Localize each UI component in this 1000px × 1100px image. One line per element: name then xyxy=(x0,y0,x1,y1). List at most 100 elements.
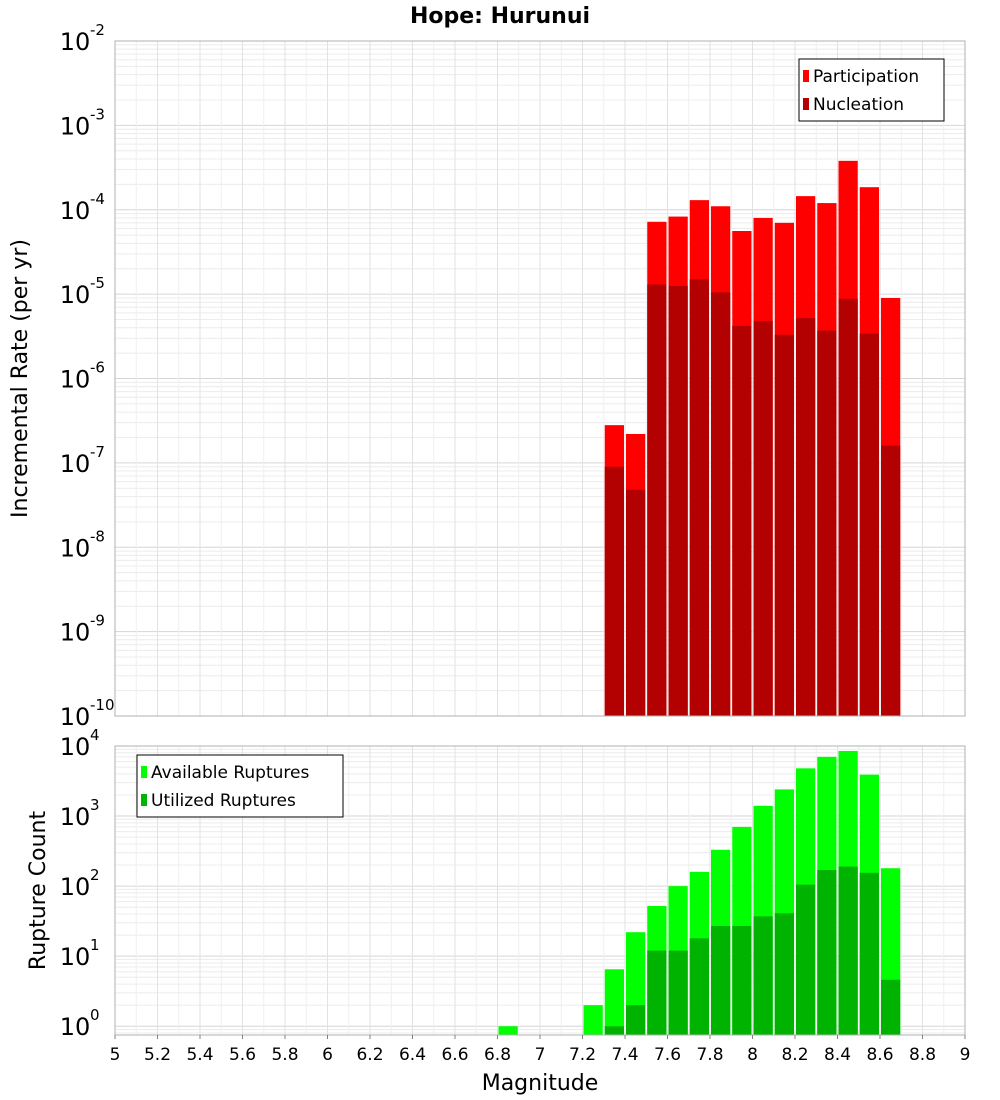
count-legend-box xyxy=(136,754,344,818)
rate-bar-nucleation xyxy=(732,325,752,716)
count-bar-utilized-ruptures xyxy=(881,979,901,1035)
count-legend-swatch xyxy=(141,766,147,778)
count-y-tick-label: 10 xyxy=(60,1013,91,1041)
count-bar-utilized-ruptures xyxy=(817,869,837,1035)
rate-y-tick-exponent: -10 xyxy=(90,696,115,714)
count-legend-label: Available Ruptures xyxy=(151,763,309,783)
count-bar-utilized-ruptures xyxy=(796,884,816,1035)
rate-bars xyxy=(604,160,901,717)
rate-y-tick-label: 10 xyxy=(60,450,91,478)
rate-grid xyxy=(114,40,966,717)
chart-title: Hope: Hurunui xyxy=(410,4,590,29)
count-legend: Available Ruptures Utilized Ruptures xyxy=(136,754,344,818)
rate-bar-nucleation xyxy=(753,321,773,716)
rate-bar-nucleation xyxy=(647,284,667,716)
count-bar-utilized-ruptures xyxy=(859,872,879,1035)
rate-plot-frame xyxy=(114,40,966,717)
x-tick-label: 7.8 xyxy=(696,1045,723,1065)
x-tick-label: 9 xyxy=(960,1045,971,1065)
x-tick-label: 7.4 xyxy=(611,1045,638,1065)
rate-y-tick-label: 10 xyxy=(60,112,91,140)
x-tick-label: 7.6 xyxy=(654,1045,681,1065)
x-tick-label: 6 xyxy=(322,1045,333,1065)
count-y-axis-label: Rupture Count xyxy=(26,811,51,971)
rate-bar-nucleation xyxy=(774,334,794,716)
count-bar-available-ruptures xyxy=(498,1026,518,1035)
x-tick-label: 5.4 xyxy=(186,1045,213,1065)
rate-y-tick-exponent: -5 xyxy=(90,274,105,292)
rate-y-tick-label: 10 xyxy=(60,366,91,394)
rate-y-tick-exponent: -9 xyxy=(90,612,105,630)
rate-bar-nucleation xyxy=(604,466,624,716)
x-tick-label: 7.2 xyxy=(569,1045,596,1065)
x-tick-label: 8 xyxy=(747,1045,758,1065)
rate-legend-label: Participation xyxy=(813,67,919,87)
count-legend-label: Utilized Ruptures xyxy=(151,791,296,811)
rate-legend-label: Nucleation xyxy=(813,95,904,115)
count-y-tick-exponent: 0 xyxy=(90,1006,100,1024)
x-tick-label: 5.6 xyxy=(229,1045,256,1065)
count-y-tick-exponent: 3 xyxy=(90,796,100,814)
rate-y-tick-exponent: -2 xyxy=(90,21,105,39)
x-tick-label: 6.2 xyxy=(356,1045,383,1065)
rate-bar-nucleation xyxy=(668,285,688,716)
rate-y-tick-exponent: -6 xyxy=(90,359,105,377)
rate-y-axis-label: Incremental Rate (per yr) xyxy=(8,239,33,518)
rate-legend-swatch xyxy=(803,98,809,110)
x-tick-label: 8.4 xyxy=(824,1045,851,1065)
count-y-tick-label: 10 xyxy=(60,873,91,901)
rate-y-tick-exponent: -4 xyxy=(90,190,105,208)
rate-legend: Participation Nucleation xyxy=(798,58,945,122)
rate-y-tick-label: 10 xyxy=(60,703,91,731)
count-bar-utilized-ruptures xyxy=(689,938,709,1035)
rate-y-tick-exponent: -3 xyxy=(90,105,105,123)
rate-y-tick-exponent: -8 xyxy=(90,527,105,545)
magnitude-x-axis-label: Magnitude xyxy=(482,1071,599,1096)
rate-y-tick-label: 10 xyxy=(60,197,91,225)
rate-y-tick-exponent: -7 xyxy=(90,443,105,461)
x-tick-label: 6.6 xyxy=(441,1045,468,1065)
rate-bar-nucleation xyxy=(817,330,837,716)
count-bar-utilized-ruptures xyxy=(626,1005,646,1035)
rate-bar-nucleation xyxy=(796,318,816,716)
count-bar-utilized-ruptures xyxy=(838,866,858,1035)
rate-y-tick-label: 10 xyxy=(60,281,91,309)
x-tick-label: 8.6 xyxy=(866,1045,893,1065)
count-bar-utilized-ruptures xyxy=(711,925,731,1035)
x-tick-label: 8.8 xyxy=(909,1045,936,1065)
count-bar-utilized-ruptures xyxy=(774,913,794,1035)
rate-bar-nucleation xyxy=(689,279,709,716)
rate-legend-swatch xyxy=(803,70,809,82)
count-bar-utilized-ruptures xyxy=(753,916,773,1035)
x-tick-label: 7 xyxy=(535,1045,546,1065)
count-bar-available-ruptures xyxy=(583,1005,603,1035)
rate-bar-nucleation xyxy=(859,333,879,716)
rate-y-tick-label: 10 xyxy=(60,534,91,562)
count-bar-utilized-ruptures xyxy=(732,925,752,1035)
count-bars xyxy=(498,750,901,1035)
rate-bar-nucleation xyxy=(838,298,858,716)
rate-bar-nucleation xyxy=(711,292,731,716)
count-bar-utilized-ruptures xyxy=(668,950,688,1035)
x-tick-label: 8.2 xyxy=(781,1045,808,1065)
count-y-tick-exponent: 4 xyxy=(90,726,100,744)
rate-legend-box xyxy=(798,58,945,122)
count-y-tick-label: 10 xyxy=(60,733,91,761)
magnitude-x-ticks: 5 5.2 5.4 5.6 5.8 6 6.2 6.4 6.6 6.8 7 7.2 7.4 7.6 7.8 8… xyxy=(110,1035,971,1065)
x-tick-label: 5 xyxy=(110,1045,121,1065)
count-bar-available-ruptures xyxy=(604,969,624,1035)
x-tick-label: 6.4 xyxy=(399,1045,426,1065)
x-tick-label: 6.8 xyxy=(484,1045,511,1065)
rate-y-tick-label: 10 xyxy=(60,28,91,56)
count-y-tick-label: 10 xyxy=(60,943,91,971)
count-bar-utilized-ruptures xyxy=(604,1026,624,1035)
count-y-tick-exponent: 2 xyxy=(90,866,100,884)
rate-y-tick-label: 10 xyxy=(60,619,91,647)
x-tick-label: 5.8 xyxy=(271,1045,298,1065)
x-tick-label: 5.2 xyxy=(144,1045,171,1065)
